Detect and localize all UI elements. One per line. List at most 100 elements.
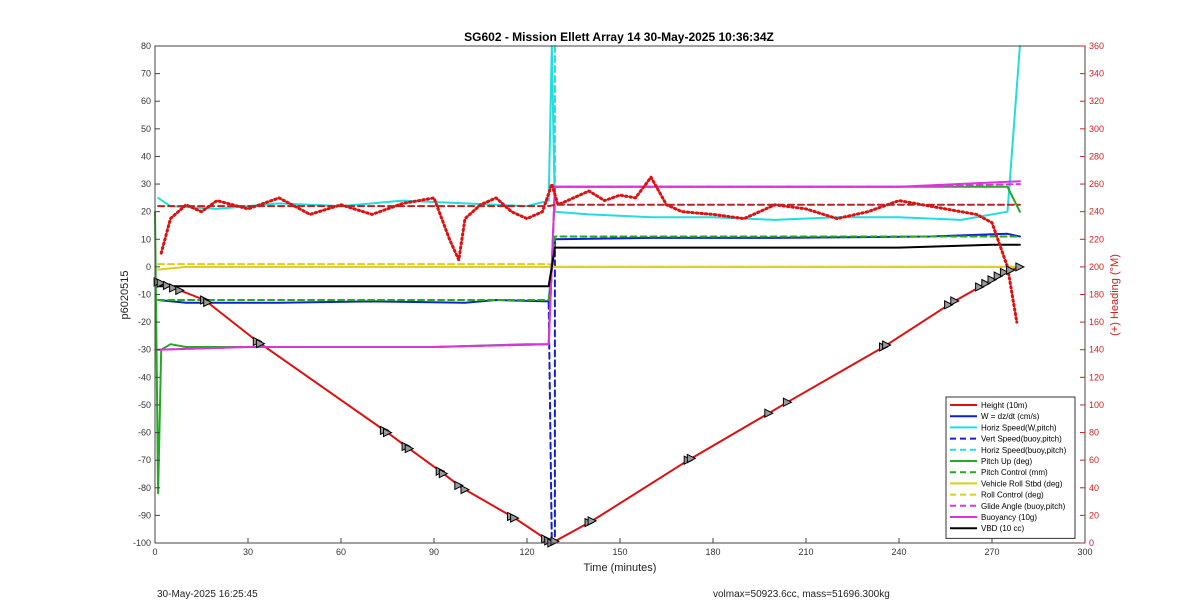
y-tick-label-4: -60 — [138, 428, 151, 438]
series-line-7 — [157, 265, 1021, 271]
marker-point-14 — [438, 468, 449, 479]
marker-point-27 — [764, 408, 774, 419]
series-line-5 — [154, 185, 1021, 495]
marker-point-24 — [587, 516, 598, 526]
marker-point-15 — [454, 480, 464, 491]
series-line-2 — [157, 45, 1021, 221]
y-right-tick-label-4: 80 — [1089, 428, 1099, 438]
legend-entry-8: Roll Control (deg) — [981, 491, 1044, 500]
y-right-tick-label-5: 100 — [1089, 400, 1104, 410]
x-tick-label-7: 210 — [798, 547, 813, 557]
legend-entry-3: Vert Speed(buoy,pitch) — [981, 435, 1062, 444]
legend-entry-0: Height (10m) — [981, 401, 1028, 410]
y-tick-label-8: -20 — [138, 317, 151, 327]
marker-point-32 — [950, 296, 960, 306]
y-right-tick-label-15: 300 — [1089, 124, 1104, 134]
y-tick-label-12: 20 — [141, 207, 151, 217]
legend-entry-2: Horiz Speed(W,pitch) — [981, 423, 1057, 432]
y-right-tick-label-11: 220 — [1089, 234, 1104, 244]
x-tick-label-5: 150 — [612, 547, 627, 557]
marker-point-6 — [203, 297, 213, 308]
y-right-tick-label-3: 60 — [1089, 455, 1099, 465]
x-tick-label-4: 120 — [519, 547, 534, 557]
y-tick-label-17: 70 — [141, 69, 151, 79]
marker-point-39 — [1015, 262, 1026, 272]
marker-point-1 — [156, 278, 167, 288]
marker-point-4 — [175, 285, 185, 296]
y-right-tick-label-17: 340 — [1089, 69, 1104, 79]
x-tick-label-1: 30 — [243, 547, 253, 557]
marker-point-10 — [383, 427, 393, 438]
y-tick-label-9: -10 — [138, 290, 151, 300]
marker-point-22 — [550, 536, 561, 547]
x-tick-label-9: 270 — [984, 547, 999, 557]
y-tick-label-7: -30 — [138, 345, 151, 355]
marker-point-30 — [882, 340, 892, 350]
y-right-tick-label-10: 200 — [1089, 262, 1104, 272]
series-line-11 — [157, 243, 1021, 288]
y-right-tick-label-14: 280 — [1089, 151, 1104, 161]
y-tick-label-13: 30 — [141, 179, 151, 189]
y-right-tick-label-1: 20 — [1089, 510, 1099, 520]
footer-summary: volmax=50923.6cc, mass=51696.300kg — [713, 589, 890, 600]
x-tick-label-2: 60 — [336, 547, 346, 557]
x-tick-label-10: 300 — [1077, 547, 1092, 557]
y-right-tick-label-6: 120 — [1089, 372, 1104, 382]
marker-point-28 — [782, 397, 793, 408]
plot-area — [153, 45, 1026, 548]
y-axis-label: p6020515 — [119, 271, 131, 320]
y-tick-label-2: -80 — [138, 483, 151, 493]
y-right-tick-label-8: 160 — [1089, 317, 1104, 327]
axes: -100-90-80-70-60-50-40-30-20-10010203040… — [133, 41, 1104, 557]
marker-point-8 — [255, 338, 266, 349]
y-right-tick-label-9: 180 — [1089, 290, 1104, 300]
y-right-tick-label-18: 360 — [1089, 41, 1104, 51]
legend-entry-6: Pitch Control (mm) — [981, 468, 1048, 477]
marker-point-12 — [404, 443, 415, 454]
legend-entry-10: Buoyancy (10g) — [981, 513, 1037, 522]
y-tick-label-0: -100 — [133, 538, 151, 548]
legend-entry-9: Glide Angle (buoy,pitch) — [981, 502, 1066, 511]
x-tick-label-6: 180 — [705, 547, 720, 557]
y-right-tick-label-13: 260 — [1089, 179, 1104, 189]
y-right-tick-label-12: 240 — [1089, 207, 1104, 217]
legend-entry-1: W = dz/dt (cm/s) — [981, 412, 1040, 421]
marker-point-3 — [169, 283, 179, 293]
marker-point-16 — [460, 484, 471, 495]
y-tick-label-5: -50 — [138, 400, 151, 410]
series-line-0 — [154, 265, 1021, 544]
marker-point-37 — [999, 267, 1010, 278]
series-line-1 — [157, 232, 1021, 304]
x-axis-label: Time (minutes) — [584, 562, 657, 574]
y-tick-label-15: 50 — [141, 124, 151, 134]
legend-entry-5: Pitch Up (deg) — [981, 457, 1032, 466]
series-line-6 — [157, 235, 1021, 301]
marker-point-31 — [944, 299, 954, 310]
x-tick-label-8: 240 — [891, 547, 906, 557]
y-right-tick-label-0: 0 — [1089, 538, 1094, 548]
y-tick-label-6: -40 — [138, 372, 151, 382]
marker-point-33 — [975, 282, 985, 292]
marker-point-2 — [162, 280, 173, 291]
marker-point-38 — [1006, 265, 1016, 276]
x-tick-label-3: 90 — [429, 547, 439, 557]
y-right-tick-label-2: 40 — [1089, 483, 1099, 493]
y-tick-label-16: 60 — [141, 96, 151, 106]
y-tick-label-14: 40 — [141, 151, 151, 161]
marker-point-18 — [510, 513, 520, 523]
footer-timestamp: 30-May-2025 16:25:45 — [157, 589, 258, 600]
series-line-13 — [157, 203, 1021, 208]
y-right-tick-label-7: 140 — [1089, 345, 1104, 355]
legend-box — [945, 396, 1076, 539]
legend-entry-7: Vehicle Roll Stbd (deg) — [981, 479, 1063, 488]
legend-entry-11: VBD (10 cc) — [981, 524, 1024, 533]
marker-point-34 — [981, 278, 991, 289]
y-tick-label-18: 80 — [141, 41, 151, 51]
y-tick-label-3: -70 — [138, 455, 151, 465]
y-tick-label-11: 10 — [141, 234, 151, 244]
legend-entry-4: Horiz Speed(buoy,pitch) — [981, 446, 1067, 455]
marker-point-35 — [987, 274, 998, 285]
y-tick-label-1: -90 — [138, 510, 151, 520]
marker-point-36 — [993, 271, 1004, 281]
